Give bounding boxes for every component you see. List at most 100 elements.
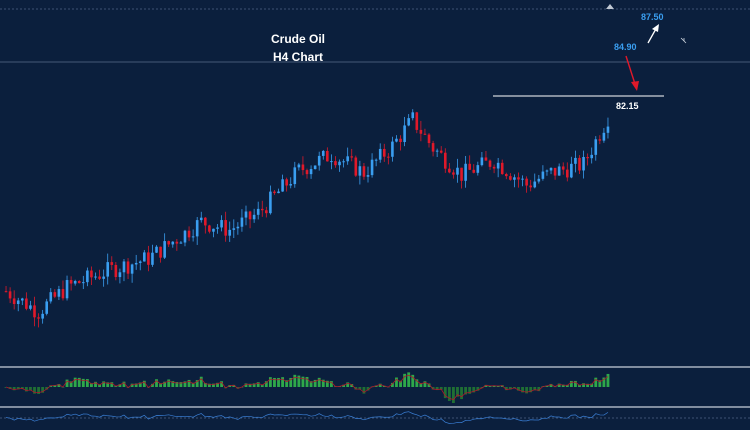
histogram-bar: [277, 377, 280, 387]
candle-body: [212, 228, 215, 232]
candle-body: [73, 280, 77, 284]
histogram-bar: [179, 382, 183, 387]
histogram-bar: [203, 382, 207, 387]
current-level-label: 84.90: [614, 42, 637, 52]
histogram-bar: [472, 387, 476, 393]
candle-body: [407, 118, 410, 126]
histogram-bar: [216, 382, 219, 387]
histogram-bar: [232, 384, 236, 387]
candle: [578, 155, 581, 175]
histogram-bar: [167, 379, 171, 387]
candle: [8, 287, 12, 304]
histogram-bar: [94, 381, 97, 387]
histogram-signal-line: [5, 374, 609, 401]
histogram-bar: [574, 380, 577, 387]
candle: [350, 148, 354, 162]
candle-body: [102, 276, 105, 279]
candle: [208, 224, 211, 234]
candle-body: [496, 162, 500, 169]
candle-body: [370, 159, 374, 176]
histogram-bar: [423, 381, 427, 387]
histogram-bar: [590, 383, 594, 387]
histogram-bar: [431, 387, 435, 390]
histogram-indicator: [4, 372, 610, 403]
histogram-bar: [98, 384, 102, 387]
histogram-bar: [53, 385, 57, 387]
candle: [171, 241, 175, 248]
candle: [224, 211, 227, 242]
candle: [565, 162, 569, 182]
histogram-bar: [244, 383, 248, 387]
candle: [545, 169, 549, 176]
candle: [460, 167, 463, 189]
histogram-bar: [517, 387, 520, 391]
candle-body: [244, 211, 248, 218]
candle-body: [354, 157, 358, 176]
candle-body: [545, 170, 549, 172]
down-arrow-icon: [625, 55, 639, 91]
candle: [382, 143, 386, 162]
candle: [606, 117, 610, 139]
histogram-bar: [77, 377, 81, 387]
candle-body: [334, 161, 337, 166]
histogram-bar: [33, 387, 36, 394]
histogram-bar: [403, 373, 407, 387]
candle-body: [590, 154, 593, 159]
candle-body: [297, 164, 301, 168]
candle: [513, 174, 516, 188]
histogram-bar: [435, 387, 439, 391]
candle-body: [574, 157, 577, 164]
candle-body: [448, 168, 451, 173]
candle-body: [411, 112, 415, 119]
candle: [476, 161, 480, 176]
histogram-bar: [220, 381, 224, 387]
histogram-bar: [118, 384, 122, 387]
candle: [374, 158, 378, 167]
candle-body: [240, 217, 244, 227]
candle: [561, 162, 565, 175]
candle: [387, 153, 390, 165]
candle-body: [122, 261, 126, 273]
candle-body: [525, 178, 528, 186]
candle-body: [500, 162, 504, 175]
histogram-bar: [285, 380, 289, 387]
candle: [57, 285, 61, 300]
candle-body: [582, 156, 585, 171]
histogram-bar: [602, 377, 606, 387]
candle: [594, 136, 598, 161]
candle: [21, 297, 24, 306]
candle: [273, 190, 276, 195]
histogram-bar: [606, 373, 610, 387]
candle: [334, 156, 337, 168]
histogram-bar: [236, 387, 240, 389]
histogram-bar: [260, 384, 264, 387]
histogram-bar: [187, 379, 191, 387]
histogram-bar: [293, 374, 297, 387]
candle: [179, 240, 183, 244]
histogram-bar: [419, 383, 423, 387]
candle-body: [464, 163, 467, 181]
candle: [509, 173, 512, 181]
candle: [370, 153, 374, 178]
candle: [110, 256, 114, 271]
candle: [598, 135, 602, 145]
histogram-bar: [212, 383, 215, 387]
candle: [256, 201, 260, 220]
candle-body: [57, 289, 61, 297]
candle-body: [77, 280, 81, 284]
candle-body: [488, 160, 492, 167]
candle-body: [321, 150, 325, 156]
oscillator-line: [5, 411, 609, 424]
candle-body: [521, 178, 524, 180]
candle-body: [289, 184, 293, 186]
histogram-bar: [24, 387, 28, 392]
candle-body: [143, 252, 146, 262]
candle: [277, 188, 280, 194]
histogram-bar: [309, 381, 313, 387]
histogram-bar: [460, 387, 463, 400]
candle-body: [557, 166, 561, 176]
candle: [399, 135, 402, 151]
histogram-bar: [411, 374, 415, 387]
histogram-bar: [171, 381, 175, 387]
candle: [118, 268, 122, 284]
